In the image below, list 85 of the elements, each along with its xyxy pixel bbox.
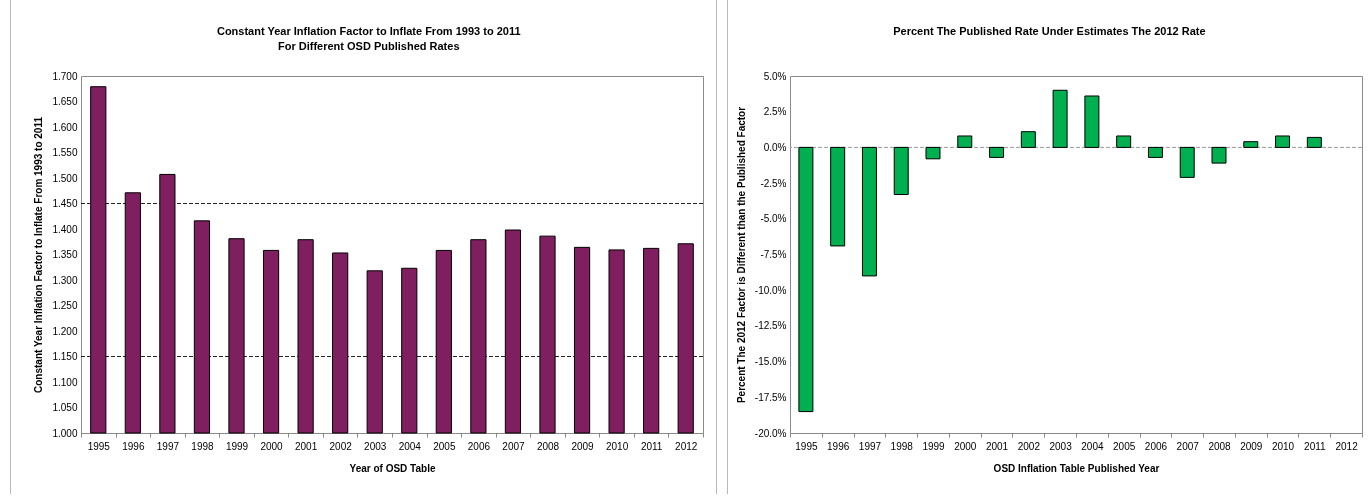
x-tick-label: 1998 xyxy=(191,440,214,452)
x-tick-label: 2010 xyxy=(605,440,629,452)
x-tick-label: 2004 xyxy=(398,440,422,452)
x-tick-label: 2012 xyxy=(1335,440,1359,452)
x-tick-label: 2000 xyxy=(954,440,977,452)
y-tick-label: 1.250 xyxy=(52,300,78,311)
y-tick-label: 5.0% xyxy=(763,70,787,82)
bar xyxy=(1116,135,1132,148)
x-tick-label: 1999 xyxy=(225,440,249,452)
y-tick-label: 1.300 xyxy=(52,274,78,286)
bar xyxy=(1084,95,1100,148)
x-tick-label: 2009 xyxy=(1240,440,1263,452)
y-tick-label: -17.5% xyxy=(754,391,787,403)
x-tick-label: 2005 xyxy=(433,440,456,452)
y-tick-label: -5.0% xyxy=(760,213,787,225)
y-tick-label: 1.600 xyxy=(52,121,78,133)
y-tick-label: 1.700 xyxy=(52,70,78,82)
y-tick-label: 0.0% xyxy=(763,141,787,153)
y-tick-label: -20.0% xyxy=(754,427,787,439)
x-axis-title: Year of OSD Table xyxy=(349,462,436,474)
y-tick-label: -15.0% xyxy=(754,356,787,368)
x-tick-label: 2008 xyxy=(1208,440,1232,452)
x-tick-label: 2001 xyxy=(985,440,1009,452)
x-tick-label: 1997 xyxy=(858,440,882,452)
y-tick-label: 1.200 xyxy=(52,325,78,337)
y-tick-label: 1.050 xyxy=(52,402,78,413)
y-tick-label: -7.5% xyxy=(760,249,787,260)
x-tick-label: 1996 xyxy=(122,440,145,452)
chart-title: Percent The Published Rate Under Estimates The 2012 Rate xyxy=(893,25,1206,37)
x-tick-label: 2011 xyxy=(640,440,663,452)
x-tick-label: 2012 xyxy=(675,440,698,452)
y-axis-title: Percent The 2012 Factor is Different than the Published Factor xyxy=(735,106,747,404)
bar xyxy=(1243,141,1259,148)
bar xyxy=(893,146,909,196)
y-tick-label: 1.450 xyxy=(52,198,78,209)
y-tick-label: -2.5% xyxy=(760,177,787,189)
bar xyxy=(1211,146,1227,164)
x-axis-title: OSD Inflation Table Published Year xyxy=(993,462,1160,474)
y-tick-label: 1.500 xyxy=(52,172,78,184)
x-tick-label: 2006 xyxy=(467,440,491,452)
bar xyxy=(1275,135,1291,148)
y-tick-label: 1.650 xyxy=(52,96,78,107)
y-tick-label: 1.100 xyxy=(52,376,78,388)
x-tick-label: 2006 xyxy=(1144,440,1168,452)
y-tick-label: 1.150 xyxy=(52,351,78,362)
bar xyxy=(1147,146,1163,158)
y-tick-label: 1.000 xyxy=(52,427,78,439)
y-tick-label: 1.400 xyxy=(52,223,78,235)
bar xyxy=(830,146,846,247)
bar xyxy=(1179,146,1195,178)
x-tick-label: 2007 xyxy=(1176,440,1200,452)
y-axis-title: Constant Year Inflation Factor to Inflate From 1993 to 2011 xyxy=(33,116,45,393)
x-tick-label: 2000 xyxy=(260,440,284,452)
x-tick-label: 1995 xyxy=(795,440,818,452)
x-tick-label: 2008 xyxy=(536,440,560,452)
y-tick-label: 2.5% xyxy=(763,106,787,118)
bar xyxy=(957,135,973,148)
bar xyxy=(1306,136,1322,148)
x-tick-label: 2005 xyxy=(1113,440,1136,452)
y-tick-label: -12.5% xyxy=(754,320,787,332)
x-tick-label: 1995 xyxy=(87,440,111,452)
x-tick-label: 1997 xyxy=(156,440,180,452)
y-tick-label: 1.350 xyxy=(52,249,78,260)
x-tick-label: 2002 xyxy=(1017,440,1041,452)
x-tick-label: 2003 xyxy=(1049,440,1073,452)
x-tick-label: 2009 xyxy=(571,440,595,452)
x-tick-label: 1998 xyxy=(890,440,914,452)
x-tick-label: 2007 xyxy=(502,440,525,452)
x-tick-label: 2010 xyxy=(1271,440,1295,452)
bar xyxy=(989,146,1005,158)
x-tick-label: 2011 xyxy=(1304,440,1327,452)
x-tick-label: 2003 xyxy=(364,440,387,452)
bar xyxy=(925,146,941,160)
bar xyxy=(1020,131,1036,148)
bar xyxy=(861,146,877,277)
chart-title: Constant Year Inflation Factor to Inflate From 1993 to 2011 For Different OSD Published Rates xyxy=(216,25,521,52)
bar xyxy=(1052,89,1068,148)
bar xyxy=(798,146,814,413)
x-tick-label: 1999 xyxy=(922,440,946,452)
y-tick-label: 1.550 xyxy=(52,147,78,158)
x-tick-label: 2002 xyxy=(329,440,353,452)
x-tick-label: 2001 xyxy=(294,440,318,452)
x-tick-label: 1996 xyxy=(827,440,850,452)
x-tick-label: 2004 xyxy=(1081,440,1104,452)
y-tick-label: -10.0% xyxy=(754,284,787,296)
